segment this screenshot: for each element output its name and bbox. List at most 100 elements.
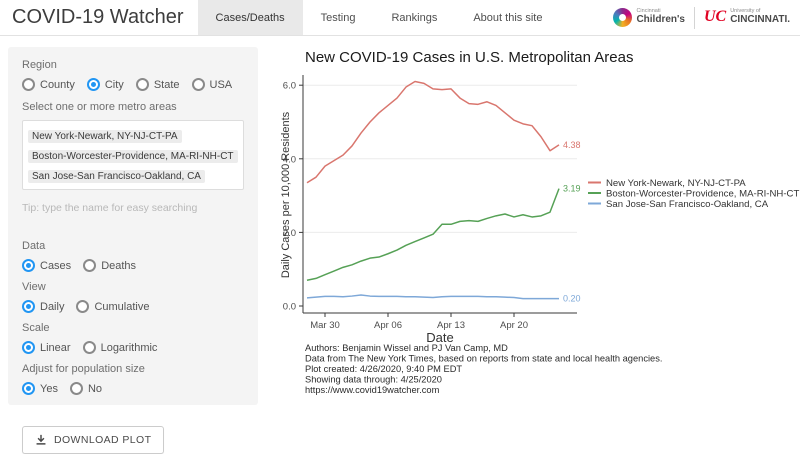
metro-item-chip[interactable]: Boston-Worcester-Providence, MA-RI-NH-CT — [28, 150, 238, 163]
radio-option-deaths[interactable]: Deaths — [83, 259, 136, 272]
metro-item-chip[interactable]: San Jose-San Francisco-Oakland, CA — [28, 170, 205, 183]
chart-note: Authors: Benjamin Wissel and PJ Van Camp… — [305, 343, 508, 353]
x-tick-label: Apr 20 — [500, 320, 528, 331]
metro-list-item[interactable]: Boston-Worcester-Providence, MA-RI-NH-CT — [28, 146, 238, 164]
metro-item-chip[interactable]: New York-Newark, NY-NJ-CT-PA — [28, 130, 182, 143]
tab-about-this-site[interactable]: About this site — [473, 11, 543, 24]
chart-title: New COVID-19 Cases in U.S. Metropolitan … — [305, 49, 633, 66]
radio-option-cumulative[interactable]: Cumulative — [76, 300, 149, 313]
download-icon — [36, 434, 46, 445]
tab-rankings[interactable]: Rankings — [391, 11, 438, 24]
radio-option-linear[interactable]: Linear — [22, 341, 71, 354]
radio-option-no[interactable]: No — [69, 382, 103, 395]
radio-option-logarithmic[interactable]: Logarithmic — [82, 341, 157, 354]
y-axis-title: Daily Cases per 10,000 Residents — [280, 111, 292, 278]
metro-select-label: Select one or more metro areas — [22, 101, 177, 113]
chart-note: https://www.covid19watcher.com — [305, 385, 440, 395]
metro-search-tip: Tip: type the name for easy searching — [22, 202, 198, 214]
app-title: COVID-19 Watcher — [12, 6, 184, 28]
radio-unselected-icon — [22, 78, 35, 91]
radio-unselected-icon — [83, 259, 97, 272]
header-logos: Cincinnati Children's UC University of C… — [613, 0, 800, 35]
radio-unselected-icon — [191, 78, 205, 91]
tab-testing[interactable]: Testing — [320, 11, 356, 24]
data-label: Data — [22, 240, 46, 252]
data-radio-group: Cases Deaths — [22, 259, 244, 272]
metro-list-item[interactable]: San Jose-San Francisco-Oakland, CA — [28, 166, 238, 184]
radio-option-yes[interactable]: Yes — [22, 382, 58, 395]
x-tick-label: Mar 30 — [310, 320, 340, 331]
series-line-0 — [306, 80, 560, 184]
region-radio-group: County City State USA — [22, 78, 244, 91]
download-plot-label: DOWNLOAD PLOT — [54, 434, 152, 446]
university-of-cincinnati-logo[interactable]: UC University of CINCINNATI. — [704, 9, 790, 25]
radio-option-city[interactable]: City — [86, 78, 124, 91]
radio-label: County — [40, 78, 75, 91]
adjust-radio-group: Yes No — [22, 382, 244, 395]
series-line-1 — [306, 188, 560, 281]
radio-selected-icon — [22, 300, 35, 313]
childrens-swirl-icon — [613, 8, 633, 27]
uc-logo-line2: CINCINNATI. — [730, 14, 790, 26]
sidebar: Region County City State USA Select one or … — [8, 47, 258, 454]
logo-divider — [693, 6, 695, 29]
chart-note: Data from The New York Times, based on r… — [305, 354, 662, 364]
series-line-2 — [306, 294, 559, 300]
download-plot-button[interactable]: DOWNLOAD PLOT — [22, 426, 165, 454]
radio-option-cases[interactable]: Cases — [22, 259, 71, 272]
radio-label: No — [87, 382, 103, 395]
y-tick-label: 4.0 — [283, 154, 296, 165]
x-axis-title: Date — [426, 330, 453, 345]
series-end-label: 4.38 — [563, 140, 581, 150]
radio-selected-icon — [22, 341, 35, 354]
radio-label: USA — [209, 78, 233, 91]
x-tick-label: Apr 06 — [374, 320, 402, 331]
radio-unselected-icon — [82, 341, 96, 354]
radio-option-state[interactable]: State — [135, 78, 180, 91]
series-end-label: 0.20 — [563, 294, 581, 304]
app-header: COVID-19 Watcher Cases/Deaths Testing Rank… — [0, 0, 800, 36]
uc-logo-line1: University of — [730, 8, 761, 15]
radio-unselected-icon — [135, 78, 149, 91]
legend-label: San Jose-San Francisco-Oakland, CA — [606, 199, 769, 210]
region-label: Region — [22, 59, 57, 71]
radio-label: Linear — [40, 341, 71, 354]
adjust-population-label: Adjust for population size — [22, 363, 145, 375]
radio-label: Yes — [40, 382, 58, 395]
radio-unselected-icon — [76, 300, 90, 313]
radio-option-county[interactable]: County — [22, 78, 75, 91]
radio-label: Cumulative — [94, 300, 150, 313]
metro-select[interactable]: New York-Newark, NY-NJ-CT-PA Boston-Worce… — [22, 120, 244, 190]
y-tick-label: 6.0 — [283, 81, 296, 92]
uc-mark-icon: UC — [703, 8, 727, 26]
chart-note: Plot created: 4/26/2020, 9:40 PM EDT — [305, 364, 462, 374]
radio-selected-icon — [22, 382, 35, 395]
x-tick-label: Apr 13 — [437, 320, 465, 331]
radio-selected-icon — [22, 259, 35, 272]
radio-label: Cases — [40, 259, 72, 272]
radio-option-daily[interactable]: Daily — [22, 300, 64, 313]
legend-label: Boston-Worcester-Providence, MA-RI-NH-CT — [606, 189, 799, 200]
childrens-logo-line2: Children's — [636, 14, 685, 26]
y-tick-label: 0.0 — [283, 302, 296, 313]
covid-cases-line-chart: 0.0 2.0 4.0 6.0 Mar 30 Apr 06 Apr 13 Apr 20 4.38… — [280, 49, 799, 395]
metro-list-item[interactable]: New York-Newark, NY-NJ-CT-PA — [28, 126, 238, 144]
tab-cases-deaths[interactable]: Cases/Deaths — [197, 0, 303, 35]
scale-radio-group: Linear Logarithmic — [22, 341, 244, 354]
radio-label: Daily — [40, 300, 65, 313]
childrens-logo-line1: Cincinnati — [636, 8, 661, 15]
tab-bar: Cases/Deaths Testing Rankings About this si… — [197, 0, 561, 35]
radio-selected-icon — [86, 78, 100, 91]
radio-label: Deaths — [101, 259, 137, 272]
radio-label: City — [104, 78, 124, 91]
cincinnati-childrens-logo[interactable]: Cincinnati Children's — [613, 8, 685, 27]
legend-label: New York-Newark, NY-NJ-CT-PA — [606, 178, 746, 189]
y-tick-label: 2.0 — [283, 228, 296, 239]
chart-note: Showing data through: 4/25/2020 — [305, 375, 442, 385]
scale-label: Scale — [22, 322, 50, 334]
radio-label: State — [153, 78, 180, 91]
radio-option-usa[interactable]: USA — [191, 78, 233, 91]
series-end-label: 3.19 — [563, 184, 581, 194]
chart-panel: 0.0 2.0 4.0 6.0 Mar 30 Apr 06 Apr 13 Apr 20 4.38… — [280, 45, 800, 412]
view-label: View — [22, 281, 46, 293]
